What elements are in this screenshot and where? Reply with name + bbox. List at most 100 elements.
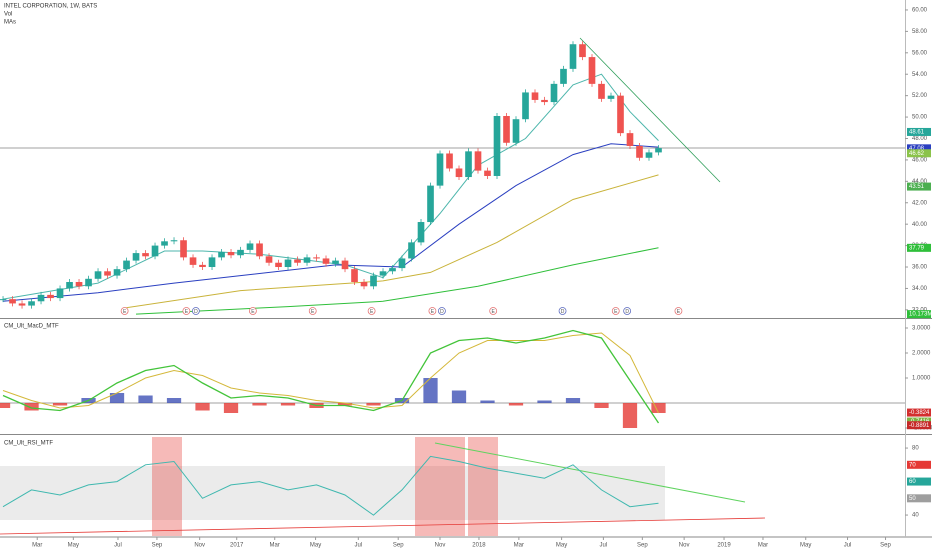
y-tick-label: 58.00 <box>912 29 928 35</box>
candle <box>284 259 292 268</box>
candle <box>37 294 45 302</box>
x-tick-label: Jul <box>114 543 122 549</box>
event-label: E <box>614 309 618 315</box>
candle <box>189 257 197 265</box>
candle <box>322 258 330 264</box>
event-marker <box>428 307 437 315</box>
x-tick-label: Sep <box>880 543 891 549</box>
x-tick-label: 2018 <box>472 543 486 549</box>
candle <box>370 275 377 287</box>
candle <box>227 252 235 256</box>
candle <box>104 271 111 276</box>
rsi-zone <box>415 437 465 536</box>
event-label: E <box>431 309 435 315</box>
candle <box>9 299 16 304</box>
price-tag-label: 10.173M <box>909 312 932 318</box>
ma-line <box>135 247 659 315</box>
macd-histogram <box>280 403 296 406</box>
indicator-label: MAs <box>4 20 16 26</box>
price-tag-label: 70 <box>909 462 916 468</box>
x-tick-label: Nov <box>194 543 205 549</box>
event-marker <box>438 307 446 315</box>
price-tag-label: -0.3824 <box>909 410 930 416</box>
x-tick-label: 2019 <box>717 543 731 549</box>
candle <box>313 257 320 259</box>
y-tick-label: 56.00 <box>912 50 928 56</box>
y-tick-label: 2.0000 <box>912 351 931 357</box>
macd-histogram <box>366 403 381 406</box>
price-tag-label: 50 <box>909 496 916 502</box>
chart-title: INTEL CORPORATION, 1W, BATS <box>4 4 97 10</box>
macd-histogram <box>337 403 353 406</box>
x-tick-label: Jul <box>600 543 608 549</box>
price-tag-label: 37.79 <box>909 245 925 251</box>
y-tick-label: 34.00 <box>912 286 928 292</box>
macd-histogram <box>451 390 467 403</box>
candle <box>123 260 130 270</box>
event-marker <box>248 307 257 315</box>
price-tag <box>907 182 931 191</box>
candle <box>560 68 567 84</box>
candle <box>436 153 444 186</box>
candle <box>484 170 491 176</box>
macd-line <box>2 329 660 424</box>
candle <box>351 269 358 283</box>
candle <box>626 133 634 146</box>
candle <box>56 288 64 299</box>
price-tag <box>907 144 931 153</box>
candle <box>360 282 368 287</box>
macd-histogram <box>24 403 39 411</box>
price-tag <box>907 477 931 486</box>
y-tick-label: 3.0000 <box>912 326 931 332</box>
candle <box>332 260 339 264</box>
event-marker <box>120 307 129 315</box>
trend-line <box>579 37 721 183</box>
candle <box>522 92 529 120</box>
price-tag-label: 47.08 <box>909 146 925 152</box>
candle <box>569 44 577 69</box>
event-marker <box>558 307 567 315</box>
candle <box>503 115 510 143</box>
candle <box>607 95 615 99</box>
event-marker <box>489 307 498 315</box>
candle <box>66 282 73 289</box>
signal-line <box>2 332 659 414</box>
candle <box>465 151 472 178</box>
candle <box>180 240 187 258</box>
trend-line <box>0 517 766 535</box>
price-tag-label: -0.8891 <box>909 423 930 429</box>
candle <box>18 303 26 306</box>
y-tick-label: 52.00 <box>912 93 928 99</box>
macd-histogram <box>537 400 552 403</box>
candle <box>531 92 539 100</box>
x-tick-label: May <box>800 543 811 549</box>
candle <box>655 148 662 153</box>
event-label: E <box>311 309 315 315</box>
candle <box>341 260 349 270</box>
trend-line <box>434 442 746 503</box>
price-tag-label: 60 <box>909 479 916 485</box>
event-marker <box>611 307 620 315</box>
event-label: E <box>677 309 681 315</box>
candle <box>199 264 206 268</box>
candle <box>94 271 102 279</box>
candle <box>512 119 520 143</box>
rsi-zone <box>152 437 182 536</box>
event-label: E <box>123 309 127 315</box>
candle <box>389 268 396 272</box>
candle <box>161 241 168 246</box>
rsi-band <box>0 466 665 520</box>
candle <box>113 269 121 276</box>
x-tick-label: Sep <box>393 543 404 549</box>
event-marker <box>623 307 632 315</box>
macd-histogram <box>594 403 609 408</box>
candle <box>579 44 586 58</box>
candle <box>550 83 558 103</box>
candle <box>132 253 140 261</box>
macd-histogram <box>508 403 524 406</box>
x-tick-label: 2017 <box>230 543 244 549</box>
macd-histogram <box>252 403 267 406</box>
candle <box>294 259 301 263</box>
